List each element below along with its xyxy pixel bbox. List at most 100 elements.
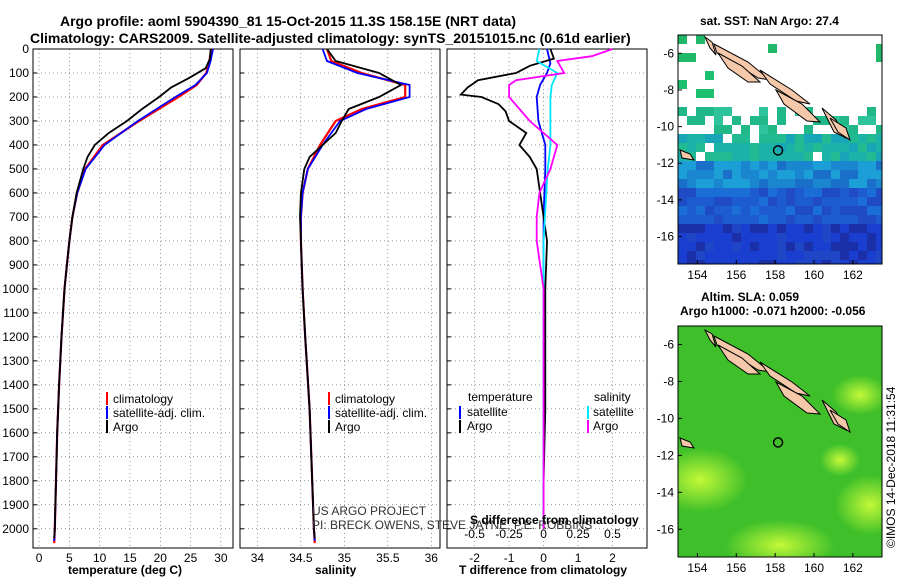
sst-cell <box>813 170 822 179</box>
depth-tick-label: 1100 <box>3 306 29 320</box>
sst-cell <box>678 143 687 152</box>
sst-cell <box>840 260 849 264</box>
sst-cell <box>831 215 840 224</box>
sst-cell <box>723 125 732 134</box>
sst-cell <box>867 116 876 125</box>
sst-cell <box>849 134 858 143</box>
sst-cell <box>822 206 831 215</box>
sst-cell <box>804 188 813 197</box>
sst-cell <box>849 251 858 260</box>
sst-cell <box>840 116 849 125</box>
map-x-tick-label: 158 <box>765 268 785 282</box>
sst-cell <box>876 188 882 197</box>
sst-cell <box>822 179 831 188</box>
map-x-tick-label: 156 <box>726 268 746 282</box>
sst-cell <box>768 215 777 224</box>
sst-cell <box>840 161 849 170</box>
map-y-tick-label: -16 <box>657 522 675 536</box>
sst-cell <box>705 134 714 143</box>
sst-cell <box>876 197 882 206</box>
x-tick-label: 2 <box>609 551 616 565</box>
sst-cell <box>804 170 813 179</box>
sst-cell <box>768 152 777 161</box>
depth-tick-label: 600 <box>9 186 29 200</box>
sst-cell <box>786 233 795 242</box>
sst-cell <box>777 215 786 224</box>
sst-cell <box>813 251 822 260</box>
sst-cell <box>804 233 813 242</box>
sst-cell <box>723 197 732 206</box>
sst-cell <box>732 143 741 152</box>
sst-cell <box>750 215 759 224</box>
sst-cell <box>867 233 876 242</box>
sst-cell <box>768 197 777 206</box>
legend-t-satellite: satellite <box>467 405 508 419</box>
sst-cell <box>741 179 750 188</box>
depth-tick-label: 500 <box>9 162 29 176</box>
sst-cell <box>759 107 768 116</box>
difference-series <box>458 48 613 529</box>
sst-cell <box>705 71 714 80</box>
sst-cell <box>696 89 705 98</box>
sst-cell <box>876 44 882 53</box>
sst-cell <box>723 251 732 260</box>
sst-cell <box>768 143 777 152</box>
sst-cell <box>759 134 768 143</box>
sst-cell <box>768 125 777 134</box>
sst-cell <box>786 206 795 215</box>
sst-cell <box>678 80 687 89</box>
sst-cell <box>714 116 723 125</box>
sst-cell <box>723 152 732 161</box>
sst-cell <box>831 206 840 215</box>
sst-cell <box>876 251 882 260</box>
top-tick-label: 0.25 <box>566 527 590 541</box>
sst-cell <box>678 242 687 251</box>
sst-cell <box>876 260 882 264</box>
x-tick-label: 36 <box>425 551 439 565</box>
sst-cell <box>732 224 741 233</box>
sst-cell <box>858 143 867 152</box>
sst-cell <box>687 251 696 260</box>
sst-cell <box>768 260 777 264</box>
x-tick-label: 25 <box>184 551 198 565</box>
sla-map-title-2: Argo h1000: -0.071 h2000: -0.056 <box>680 304 866 318</box>
sla-map: 154 156 158 160 162 -6 -8 -10 -12 -14 -16 <box>657 325 883 575</box>
sst-islands <box>679 35 851 161</box>
sst-cell <box>840 233 849 242</box>
top-tick-label: -0.5 <box>464 527 485 541</box>
difference-top-xlabel: S difference from climatology <box>470 513 639 527</box>
sst-cell <box>786 134 795 143</box>
sst-cell <box>795 233 804 242</box>
sst-cell <box>876 143 882 152</box>
map-y-tick-label: -14 <box>657 485 675 499</box>
sst-cell <box>867 224 876 233</box>
sst-cell <box>822 197 831 206</box>
sst-cell <box>678 188 687 197</box>
sst-cell <box>804 134 813 143</box>
sst-cell <box>840 134 849 143</box>
legend-mark-satellite <box>106 406 108 419</box>
sst-cell <box>831 188 840 197</box>
sst-cell <box>705 107 714 116</box>
sla-map-y-ticks: -6 -8 -10 -12 -14 -16 <box>657 337 682 536</box>
sst-cell <box>858 197 867 206</box>
sst-cell <box>768 134 777 143</box>
sst-cell <box>858 161 867 170</box>
x-tick-label: 5 <box>66 551 73 565</box>
sst-cell <box>678 179 687 188</box>
sst-cell <box>858 116 867 125</box>
sst-cell <box>759 152 768 161</box>
sst-cell <box>786 224 795 233</box>
x-tick-label: 34.5 <box>289 551 313 565</box>
sst-cell <box>795 260 804 264</box>
legend-t-argo: Argo <box>467 419 493 433</box>
sst-cell <box>831 197 840 206</box>
sla-map-x-ticks: 154 156 158 160 162 <box>687 553 863 575</box>
temperature-series <box>53 48 214 544</box>
sst-cell <box>822 152 831 161</box>
sla-map-frame <box>677 325 883 558</box>
sst-cell <box>768 188 777 197</box>
sst-cell <box>723 170 732 179</box>
map-y-tick-label: -12 <box>657 448 675 462</box>
sst-cell <box>741 242 750 251</box>
